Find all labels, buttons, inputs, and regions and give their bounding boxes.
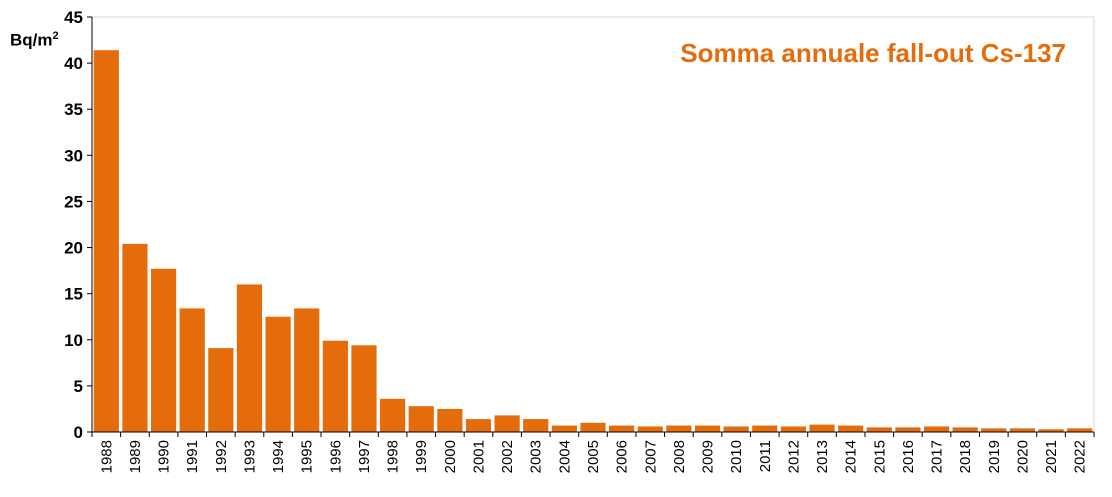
x-tick-label-1991: 1991 bbox=[184, 440, 201, 473]
x-tick-label-2018: 2018 bbox=[957, 440, 974, 473]
x-tick-label-2003: 2003 bbox=[528, 440, 545, 473]
bar-2005 bbox=[580, 422, 606, 432]
x-tick-label-2000: 2000 bbox=[442, 440, 459, 473]
bar-2019 bbox=[981, 428, 1007, 432]
y-axis-label-superscript: 2 bbox=[52, 30, 59, 42]
bar-2021 bbox=[1038, 429, 1064, 432]
x-tick-label-2008: 2008 bbox=[671, 440, 688, 473]
bar-2013 bbox=[809, 424, 835, 432]
x-tick-label-2017: 2017 bbox=[929, 440, 946, 473]
x-tick-label-1995: 1995 bbox=[299, 440, 316, 473]
x-tick-label-2015: 2015 bbox=[871, 440, 888, 473]
bar-2022 bbox=[1067, 428, 1093, 432]
x-tick-label-1997: 1997 bbox=[356, 440, 373, 473]
y-tick-label: 40 bbox=[64, 54, 83, 73]
x-axis: 1988 1989 1990 1991 1992 1993 1994 1995 1996 1997… bbox=[91, 432, 1095, 473]
bar-1999 bbox=[408, 406, 434, 432]
x-tick-label-1994: 1994 bbox=[270, 440, 287, 473]
bar-2002 bbox=[494, 415, 520, 432]
bar-1989 bbox=[122, 243, 148, 432]
bar-2006 bbox=[609, 425, 635, 432]
x-tick-label-1989: 1989 bbox=[127, 440, 144, 473]
x-tick-label-2005: 2005 bbox=[585, 440, 602, 473]
x-tick-label-2001: 2001 bbox=[470, 440, 487, 473]
bar-2003 bbox=[523, 419, 549, 432]
bar-2010 bbox=[723, 426, 749, 432]
x-tick-label-2020: 2020 bbox=[1014, 440, 1031, 473]
x-tick-label-2022: 2022 bbox=[1072, 440, 1089, 473]
y-tick-label: 5 bbox=[74, 377, 83, 396]
bar-1994 bbox=[265, 316, 291, 432]
x-tick-label-2004: 2004 bbox=[556, 440, 573, 473]
y-axis: 0 5 10 15 20 25 30 35 40 45 bbox=[64, 8, 92, 442]
x-tick-label-1993: 1993 bbox=[241, 440, 258, 473]
x-tick-label-1998: 1998 bbox=[385, 440, 402, 473]
y-tick-label: 0 bbox=[74, 423, 83, 442]
y-tick-label: 10 bbox=[64, 331, 83, 350]
bar-2000 bbox=[437, 408, 463, 432]
bars bbox=[93, 50, 1093, 432]
chart-title: Somma annuale fall-out Cs-137 bbox=[680, 38, 1066, 68]
x-tick-label-2012: 2012 bbox=[785, 440, 802, 473]
x-tick-label-2021: 2021 bbox=[1043, 440, 1060, 473]
bar-2020 bbox=[1009, 428, 1036, 432]
bar-1992 bbox=[208, 348, 234, 432]
bar-2008 bbox=[666, 425, 692, 432]
x-tick-label-2016: 2016 bbox=[900, 440, 917, 473]
x-tick-label-2013: 2013 bbox=[814, 440, 831, 473]
bar-1998 bbox=[380, 398, 406, 432]
x-tick-label-2002: 2002 bbox=[499, 440, 516, 473]
bar-1990 bbox=[150, 268, 177, 432]
bar-2011 bbox=[752, 425, 778, 432]
bar-1993 bbox=[236, 284, 263, 432]
bar-1991 bbox=[179, 308, 205, 432]
x-tick-label-1988: 1988 bbox=[98, 440, 115, 473]
bar-2014 bbox=[838, 425, 864, 432]
bar-2016 bbox=[895, 427, 921, 432]
y-tick-label: 25 bbox=[64, 192, 83, 211]
x-tick-label-2010: 2010 bbox=[728, 440, 745, 473]
x-tick-label-2014: 2014 bbox=[843, 440, 860, 473]
bar-2017 bbox=[923, 426, 950, 432]
x-tick-label-2019: 2019 bbox=[986, 440, 1003, 473]
bar-2001 bbox=[465, 419, 492, 432]
y-axis-label: Bq/m2 bbox=[10, 30, 59, 50]
x-tick-label-1990: 1990 bbox=[156, 440, 173, 473]
bar-2012 bbox=[780, 426, 806, 432]
bar-1996 bbox=[322, 340, 348, 432]
x-tick-label-2009: 2009 bbox=[700, 440, 717, 473]
bar-1995 bbox=[294, 308, 320, 432]
y-tick-label: 35 bbox=[64, 100, 83, 119]
y-tick-label: 30 bbox=[64, 146, 83, 165]
x-tick-label-1992: 1992 bbox=[213, 440, 230, 473]
bar-2004 bbox=[551, 425, 577, 432]
x-tick-label-1999: 1999 bbox=[413, 440, 430, 473]
y-tick-label: 20 bbox=[64, 239, 83, 258]
bar-2015 bbox=[866, 427, 892, 432]
y-tick-label: 15 bbox=[64, 285, 83, 304]
bar-2009 bbox=[694, 425, 721, 432]
x-tick-label-2006: 2006 bbox=[614, 440, 631, 473]
bar-2018 bbox=[952, 427, 978, 432]
x-tick-label-2007: 2007 bbox=[642, 440, 659, 473]
bar-1997 bbox=[351, 345, 377, 432]
x-tick-label-1996: 1996 bbox=[327, 440, 344, 473]
bar-1988 bbox=[93, 50, 119, 432]
x-tick-label-2011: 2011 bbox=[757, 440, 774, 472]
y-tick-label: 45 bbox=[64, 8, 83, 27]
bar-2007 bbox=[637, 426, 663, 432]
